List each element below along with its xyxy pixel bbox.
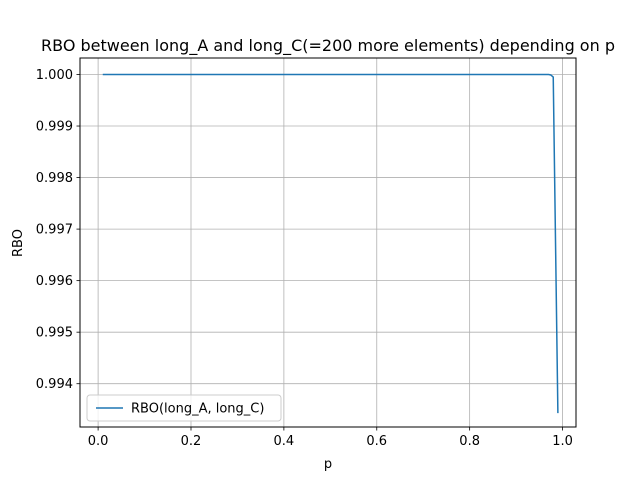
legend-label: RBO(long_A, long_C) [131, 402, 264, 417]
y-axis-ticks: 0.994 0.995 0.996 0.997 0.998 0.999 1.000 [36, 68, 80, 392]
y-tick-label: 0.995 [36, 326, 73, 341]
y-tick-label: 1.000 [36, 68, 73, 83]
x-tick-label: 1.0 [552, 434, 573, 449]
y-axis-label: RBO [11, 229, 26, 257]
x-tick-label: 0.2 [181, 434, 202, 449]
legend: RBO(long_A, long_C) [86, 394, 282, 422]
y-tick-label: 0.996 [36, 274, 73, 289]
x-axis-label: p [324, 457, 332, 472]
y-tick-label: 0.998 [36, 171, 73, 186]
plot-series [102, 73, 559, 414]
y-tick-label: 0.997 [36, 223, 73, 238]
series-line [102, 73, 559, 414]
x-tick-label: 0.0 [88, 434, 109, 449]
legend-box [86, 394, 282, 422]
x-tick-label: 0.4 [274, 434, 295, 449]
y-tick-label: 0.994 [36, 377, 73, 392]
y-tick-label: 0.999 [36, 120, 73, 135]
x-tick-label: 0.6 [366, 434, 387, 449]
x-axis-ticks: 0.0 0.2 0.4 0.6 0.8 1.0 [88, 427, 573, 449]
grid-lines [80, 58, 576, 427]
x-tick-label: 0.8 [459, 434, 480, 449]
plot-frame [79, 57, 577, 428]
chart-title: RBO between long_A and long_C(=200 more … [41, 36, 615, 56]
